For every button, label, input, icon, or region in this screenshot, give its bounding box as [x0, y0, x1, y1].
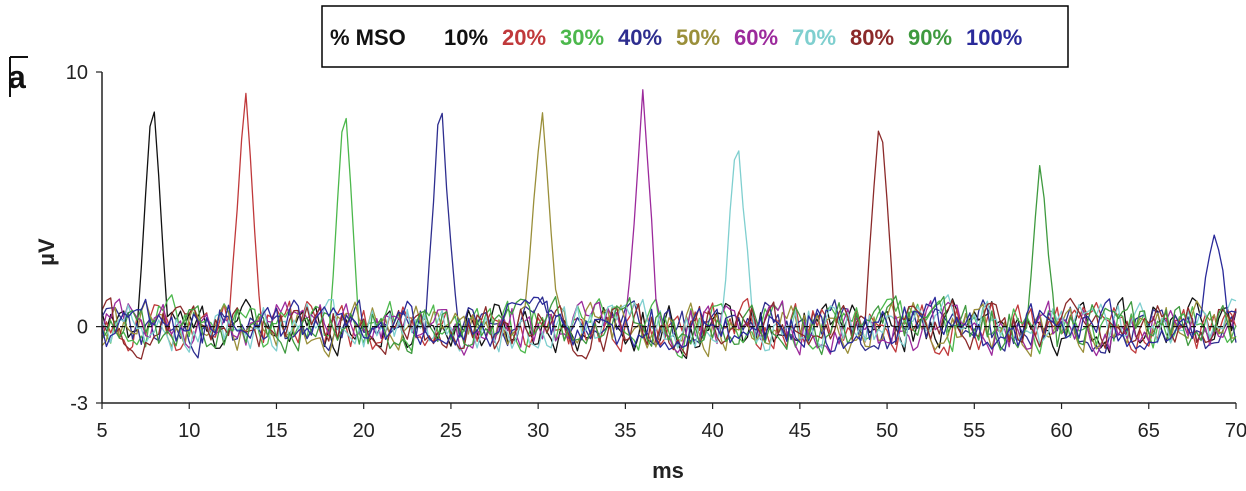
legend-entry-50pct: 50% [676, 25, 720, 50]
x-tick-label: 5 [96, 420, 107, 442]
legend-entry-70pct: 70% [792, 25, 836, 50]
legend-frame [321, 5, 1069, 68]
x-tick-label: 40 [701, 420, 723, 442]
x-tick-label: 50 [876, 420, 898, 442]
x-tick-label: 60 [1050, 420, 1072, 442]
legend-title: % MSO [330, 25, 406, 50]
x-tick-label: 65 [1138, 420, 1160, 442]
x-tick-label: 25 [440, 420, 462, 442]
y-axis-title: µV [34, 238, 59, 266]
series-line-20pct [101, 92, 1237, 357]
series-line-90pct [101, 165, 1237, 356]
legend-entry-100pct: 100% [966, 25, 1022, 50]
x-tick-label: 30 [527, 420, 549, 442]
x-tick-label: 55 [963, 420, 985, 442]
series-line-100pct [101, 234, 1237, 353]
x-tick-label: 45 [789, 420, 811, 442]
legend-entries: 10% 20% 30% 40% 50% 60% 70% 80% 90% 100% [444, 25, 1022, 50]
y-tick-label: 10 [66, 62, 88, 84]
legend-entry-10pct: 10% [444, 25, 488, 50]
y-ticks: -3 0 10 [66, 62, 102, 415]
x-tick-label: 15 [265, 420, 287, 442]
y-tick-label: 0 [77, 317, 88, 339]
panel-label: a [8, 59, 26, 95]
series-line-60pct [101, 89, 1237, 357]
y-tick-label: -3 [70, 393, 88, 415]
traces [101, 89, 1237, 360]
series-line-80pct [101, 130, 1237, 360]
legend: % MSO 10% 20% 30% 40% 50% 60% 70% 80% 90% 100% [321, 5, 1069, 68]
x-tick-label: 35 [614, 420, 636, 442]
axes: 5 10 15 20 25 30 35 40 45 50 55 60 65 70 -3 0 10 [66, 62, 1246, 442]
legend-entry-30pct: 30% [560, 25, 604, 50]
legend-entry-60pct: 60% [734, 25, 778, 50]
legend-entry-90pct: 90% [908, 25, 952, 50]
x-ticks: 5 10 15 20 25 30 35 40 45 50 55 60 65 70 [96, 403, 1246, 442]
legend-entry-40pct: 40% [618, 25, 662, 50]
x-axis-title: ms [652, 458, 684, 483]
legend-entry-20pct: 20% [502, 25, 546, 50]
x-tick-label: 20 [353, 420, 375, 442]
x-tick-label: 70 [1225, 420, 1246, 442]
x-tick-label: 10 [178, 420, 200, 442]
legend-entry-80pct: 80% [850, 25, 894, 50]
